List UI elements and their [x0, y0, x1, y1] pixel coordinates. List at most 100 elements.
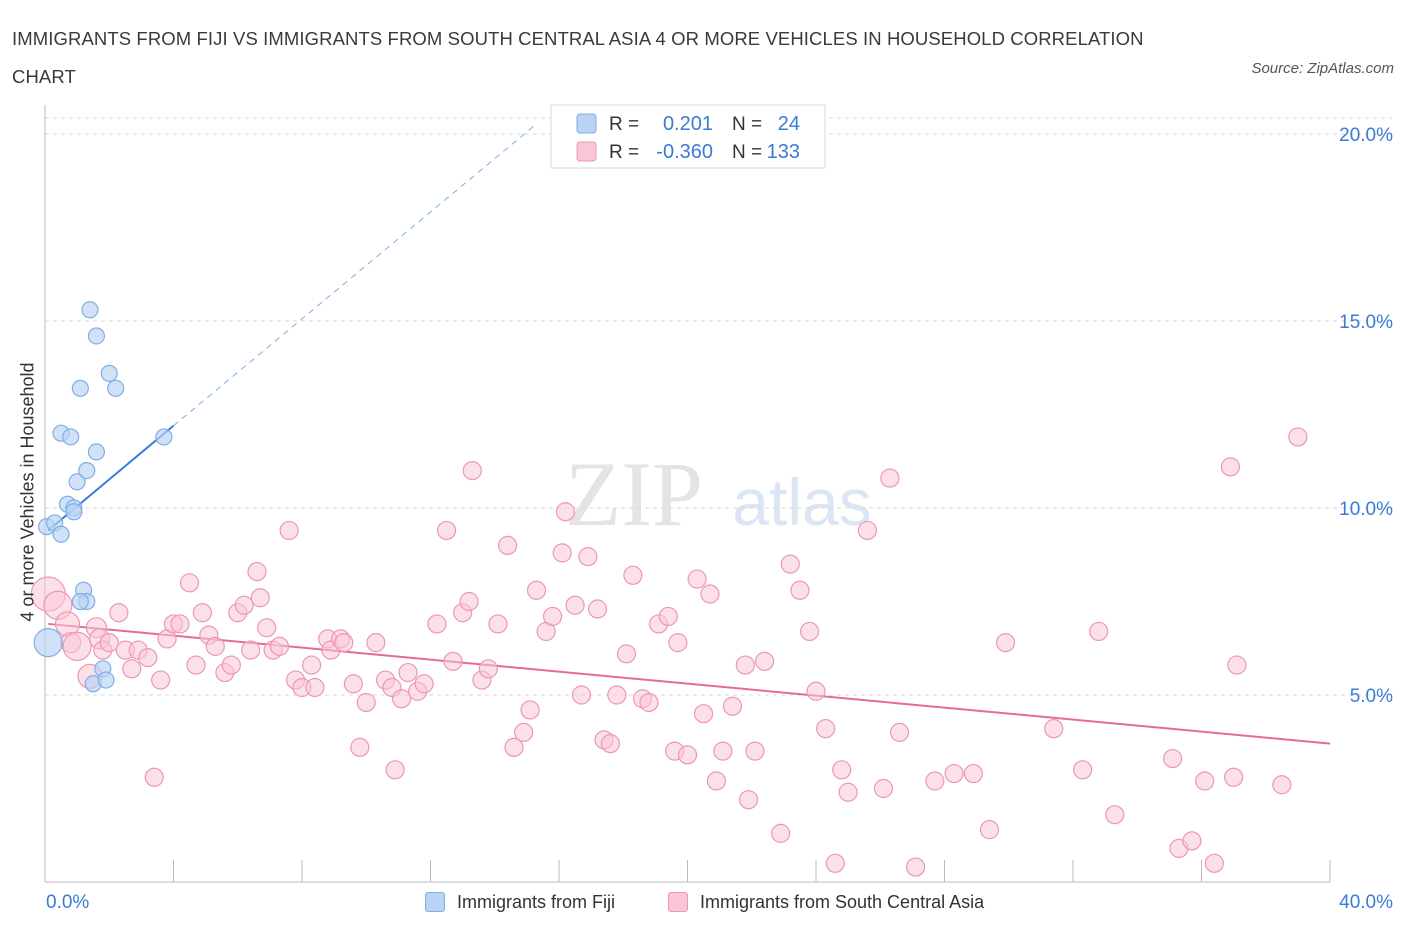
sca-point: [738, 790, 759, 810]
sca-point: [520, 700, 540, 720]
bottom-legend-fiji: Immigrants from Fiji: [425, 889, 615, 915]
sca-point: [623, 565, 643, 585]
sca-point: [144, 767, 164, 787]
sca-point: [305, 677, 325, 698]
fiji-point: [87, 443, 106, 461]
bottom-legend-sca: Immigrants from South Central Asia: [668, 889, 984, 915]
bottom-legend-fiji-label: Immigrants from Fiji: [457, 891, 616, 912]
fiji-point: [97, 671, 115, 689]
y-tick-label: 5.0%: [1350, 686, 1393, 707]
sca-point: [62, 631, 92, 661]
sca-point: [963, 763, 984, 784]
sca-point: [302, 655, 322, 675]
sca-point: [205, 636, 225, 656]
sca-point: [552, 543, 572, 563]
sca-point: [122, 659, 142, 679]
x-tick-label: 0.0%: [46, 892, 89, 913]
bottom-legend-sca-swatch: [668, 892, 688, 912]
sca-point: [555, 502, 576, 522]
legend-fiji-n-value: 24: [778, 113, 800, 135]
sca-point: [462, 461, 482, 481]
fiji-point: [87, 327, 106, 345]
sca-point: [587, 599, 608, 619]
bottom-legend-sca-label: Immigrants from South Central Asia: [700, 891, 985, 912]
y-axis-title: 4 or more Vehicles in Household: [17, 362, 38, 622]
fiji-point: [71, 379, 89, 397]
sca-point: [257, 618, 277, 638]
sca-point: [436, 520, 457, 541]
sca-point: [806, 681, 826, 701]
sca-point: [832, 760, 852, 780]
sca-point: [700, 584, 720, 604]
sca-point: [857, 520, 878, 541]
sca-point: [247, 561, 267, 582]
fiji-point: [68, 473, 86, 491]
y-tick-label: 10.0%: [1339, 499, 1393, 520]
sca-point: [616, 644, 637, 664]
sca-point: [269, 636, 290, 656]
sca-point: [279, 520, 299, 541]
sca-point: [905, 857, 926, 877]
legend-sca-swatch: [576, 141, 597, 162]
sca-point: [151, 670, 171, 690]
fiji-point: [52, 525, 70, 543]
legend-fiji-r-value: 0.201: [663, 113, 713, 135]
sca-point: [780, 554, 800, 574]
sca-point: [192, 603, 213, 623]
fiji-point: [62, 428, 80, 446]
sca-point: [799, 621, 820, 642]
sca-point: [600, 734, 621, 754]
legend-fiji-n-label: N =: [732, 114, 762, 135]
sca-point: [391, 689, 412, 709]
sca-point: [838, 782, 858, 802]
sca-point: [816, 719, 836, 739]
sca-point: [658, 606, 678, 627]
sca-point: [398, 662, 418, 683]
sca-point: [343, 674, 363, 694]
sca-point: [745, 741, 765, 761]
fiji-point: [71, 592, 89, 611]
legend-sca-n-value: 133: [767, 141, 800, 163]
y-tick-label: 20.0%: [1339, 125, 1393, 146]
sca-point: [99, 633, 119, 653]
sca-point: [334, 633, 354, 653]
points-south-central-asia: [30, 427, 1308, 877]
sca-point: [138, 647, 158, 668]
fiji-point: [100, 364, 118, 382]
sca-point: [1224, 767, 1244, 787]
sca-point: [1105, 805, 1125, 825]
sca-point: [356, 692, 376, 713]
chart-title: IMMIGRANTS FROM FIJI VS IMMIGRANTS FROM …: [12, 28, 1144, 87]
sca-point: [542, 606, 563, 627]
sca-point: [735, 655, 755, 675]
sca-point: [241, 640, 261, 660]
sca-point: [1204, 853, 1224, 873]
sca-point: [1272, 775, 1292, 795]
sca-point: [607, 685, 627, 705]
sca-point: [478, 659, 498, 679]
fiji-point: [33, 628, 63, 658]
sca-point: [109, 603, 129, 623]
fiji-trend-extension: [173, 126, 534, 427]
legend-sca-r-label: R =: [609, 142, 639, 163]
sca-point: [677, 745, 698, 765]
fiji-point: [107, 379, 125, 397]
sca-point: [186, 655, 206, 675]
sca-point: [1162, 748, 1183, 769]
sca-point: [578, 547, 598, 567]
sca-point: [170, 614, 190, 634]
sca-point: [706, 771, 727, 791]
sca-point: [250, 588, 270, 608]
sca-point: [722, 696, 743, 716]
sca-point: [754, 651, 775, 671]
sca-point: [1089, 621, 1109, 642]
sca-point: [713, 741, 733, 761]
sca-point: [459, 591, 479, 612]
sca-point: [350, 737, 370, 757]
sca-point: [668, 633, 688, 653]
sca-point: [1227, 655, 1247, 675]
sca-point: [366, 633, 386, 653]
sca-point: [526, 580, 547, 600]
legend-fiji-r-label: R =: [609, 114, 639, 135]
